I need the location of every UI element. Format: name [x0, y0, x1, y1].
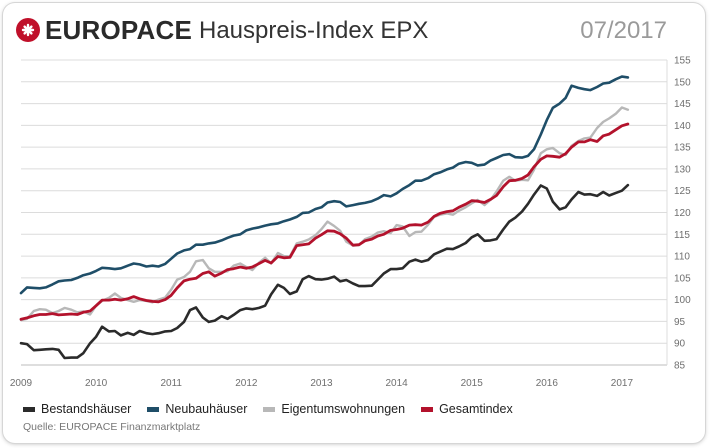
chart-title: Hauspreis-Index EPX — [199, 17, 429, 44]
chart-date: 07/2017 — [580, 17, 667, 44]
chart-legend: Bestandshäuser Neubauhäuser Eigentumswoh… — [23, 401, 529, 417]
brand-name: EUROPACE — [45, 14, 193, 45]
y-tick-label: 100 — [674, 295, 691, 306]
y-tick-label: 150 — [674, 77, 691, 88]
y-axis-ticks: 85 90 95 100 105 110 115 120 125 130 135 140 145 150 1… — [674, 56, 691, 372]
x-tick-label: 2017 — [611, 378, 634, 389]
y-tick-label: 145 — [674, 99, 691, 110]
y-tick-label: 110 — [674, 252, 690, 263]
series-line-bestandshaeuser — [19, 183, 630, 360]
europace-logo: EUROPACE — [15, 15, 192, 45]
y-tick-label: 125 — [674, 186, 691, 197]
legend-item-bestandshaeuser: Bestandshäuser — [23, 402, 131, 416]
grid-lines — [21, 59, 668, 366]
y-tick-label: 155 — [674, 56, 691, 67]
series-line-neubauhaeuser — [19, 75, 630, 295]
chart-card: EUROPACE Hauspreis-Index EPX 07/2017 85 9… — [3, 3, 705, 443]
legend-item-gesamtindex: Gesamtindex — [421, 402, 513, 416]
legend-label: Gesamtindex — [439, 402, 513, 416]
x-tick-label: 2009 — [10, 378, 33, 389]
series-lines — [19, 75, 630, 360]
legend-label: Neubauhäuser — [165, 402, 248, 416]
x-tick-label: 2011 — [160, 378, 182, 389]
x-tick-label: 2015 — [461, 378, 484, 389]
legend-swatch — [263, 406, 276, 412]
legend-label: Bestandshäuser — [41, 402, 132, 416]
series-line-eigentumswohnungen — [19, 106, 630, 322]
y-tick-label: 135 — [674, 143, 691, 154]
source-note: Quelle: EUROPACE Finanzmarktplatz — [23, 421, 201, 433]
y-tick-label: 85 — [674, 361, 686, 372]
y-tick-label: 95 — [674, 317, 686, 328]
legend-swatch — [147, 406, 160, 412]
y-tick-label: 115 — [674, 230, 690, 241]
y-tick-label: 140 — [674, 121, 691, 132]
chart-header: EUROPACE Hauspreis-Index EPX 07/2017 — [3, 3, 705, 55]
legend-label: Eigentumswohnungen — [281, 402, 406, 416]
series-line-gesamtindex — [19, 122, 630, 321]
x-tick-label: 2010 — [85, 378, 108, 389]
line-chart: 85 90 95 100 105 110 115 120 125 130 135 140 145 150 1… — [10, 56, 691, 390]
y-tick-label: 105 — [674, 273, 691, 284]
x-tick-label: 2016 — [536, 378, 559, 389]
x-tick-label: 2013 — [310, 378, 333, 389]
legend-swatch — [421, 406, 434, 412]
legend-swatch — [23, 406, 35, 412]
y-tick-label: 120 — [674, 208, 691, 219]
x-axis-ticks: 2009 2010 2011 2012 2013 2014 2015 2016 2017 — [10, 378, 634, 389]
legend-item-eigentumswohnungen: Eigentumswohnungen — [263, 402, 405, 416]
x-tick-label: 2012 — [235, 378, 258, 389]
legend-item-neubauhaeuser: Neubauhäuser — [147, 402, 247, 416]
x-tick-label: 2014 — [385, 378, 408, 389]
y-tick-label: 90 — [674, 339, 686, 350]
y-tick-label: 130 — [674, 164, 691, 175]
europace-logo-icon — [16, 18, 40, 42]
